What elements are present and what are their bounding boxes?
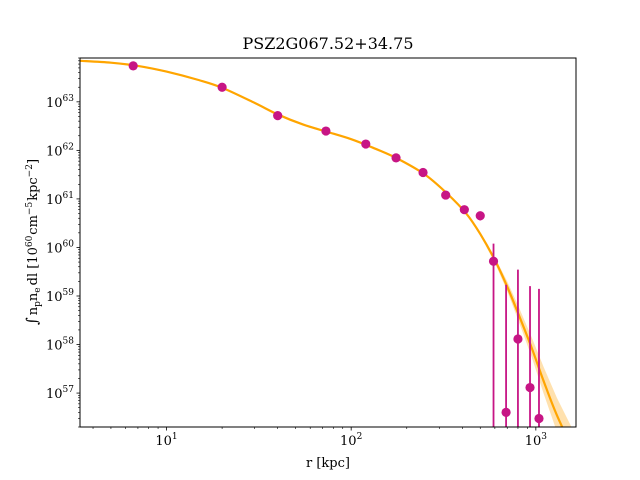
data-point-2 bbox=[273, 111, 283, 121]
data-points bbox=[128, 61, 544, 427]
ylabel-integral: ∫ bbox=[23, 317, 41, 325]
best-fit-line bbox=[80, 59, 564, 427]
y-tick-label-2: 1059 bbox=[46, 288, 74, 305]
ylabel-exp1: 60 bbox=[25, 235, 35, 247]
data-point-10 bbox=[488, 256, 499, 266]
x-tick-label-2: 103 bbox=[525, 432, 548, 449]
x-axis-ticks: 101 102 103 bbox=[92, 427, 548, 449]
model-curve bbox=[80, 59, 564, 427]
y-tick-label-3: 1060 bbox=[46, 239, 74, 256]
ylabel-n1-sub: p bbox=[33, 301, 43, 307]
ylabel-exp2: −5 bbox=[25, 202, 35, 216]
data-point-0 bbox=[128, 61, 138, 71]
ylabel-close: ] bbox=[26, 159, 41, 164]
data-point-5 bbox=[391, 153, 401, 163]
y-tick-label-0: 1057 bbox=[46, 385, 74, 402]
data-point-3 bbox=[321, 126, 331, 136]
data-point-7 bbox=[441, 190, 451, 200]
data-point-12 bbox=[513, 334, 523, 344]
y-axis-ticks: 1057 1058 1059 1060 1061 1062 1063 bbox=[46, 57, 80, 428]
y-tick-label-5: 1062 bbox=[46, 142, 74, 159]
ylabel-exp3: −2 bbox=[25, 164, 35, 177]
data-point-11 bbox=[501, 407, 511, 417]
data-point-6 bbox=[418, 167, 428, 178]
y-tick-label-6: 1063 bbox=[46, 94, 74, 111]
ylabel-unit2: kpc bbox=[26, 177, 41, 200]
ylabel-n2-sub: e bbox=[33, 287, 43, 292]
x-tick-label-0: 101 bbox=[155, 432, 177, 449]
data-point-1 bbox=[217, 82, 227, 92]
ylabel-dl: dl [10 bbox=[26, 247, 41, 285]
y-axis-label: ∫npnedl [1060cm−5kpc−2] bbox=[23, 159, 43, 325]
chart-title: PSZ2G067.52+34.75 bbox=[243, 34, 414, 53]
ylabel-n2: n bbox=[26, 292, 41, 301]
y-tick-label-1: 1058 bbox=[46, 337, 74, 354]
data-point-13 bbox=[525, 382, 535, 393]
data-point-14 bbox=[534, 413, 544, 424]
data-point-9 bbox=[475, 211, 485, 221]
x-tick-label-1: 102 bbox=[340, 432, 362, 449]
plot-frame bbox=[79, 57, 577, 428]
ylabel-unit: cm bbox=[26, 215, 41, 235]
data-point-8 bbox=[459, 205, 469, 215]
y-tick-label-4: 1061 bbox=[46, 191, 74, 208]
ylabel-n1: n bbox=[26, 306, 41, 315]
x-axis-label: r [kpc] bbox=[306, 456, 350, 471]
data-point-4 bbox=[361, 139, 371, 149]
